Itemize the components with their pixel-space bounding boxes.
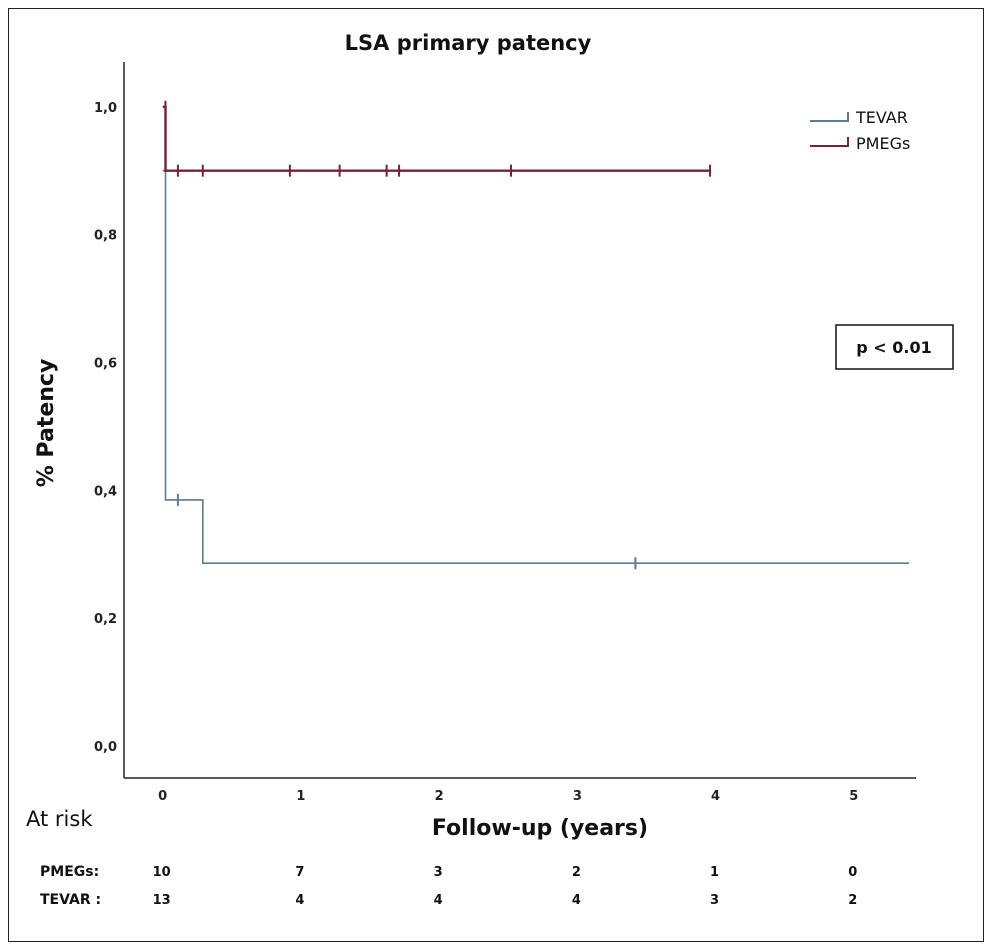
x-tick-label: 0	[158, 789, 167, 804]
y-tick-label: 0,2	[94, 612, 117, 627]
y-tick-label: 0,4	[94, 484, 117, 499]
x-tick-label: 1	[296, 789, 305, 804]
y-axis-label: % Patency	[34, 359, 59, 488]
at-risk-value: 4	[572, 893, 581, 908]
at-risk-value: 10	[153, 865, 171, 880]
at-risk-value: 2	[848, 893, 857, 908]
series-line-pmegs	[162, 105, 711, 172]
at-risk-value: 3	[434, 865, 443, 880]
at-risk-value: 2	[572, 865, 581, 880]
series-line-tevar	[162, 169, 910, 564]
axes	[123, 62, 916, 779]
x-tick-label: 2	[435, 789, 444, 804]
legend-swatch-pmegs	[810, 137, 849, 147]
at-risk-value: 0	[848, 865, 857, 880]
at-risk-row-label: PMEGs:	[40, 864, 99, 880]
at-risk-value: 4	[295, 893, 304, 908]
x-tick-labels: 0 1 2 3 4 5	[158, 789, 858, 804]
x-tick-label: 3	[573, 789, 582, 804]
x-tick-label: 4	[711, 789, 720, 804]
series-layer	[162, 100, 910, 570]
p-value-box: p < 0.01	[835, 324, 954, 370]
at-risk-value: 13	[153, 893, 171, 908]
p-value-box-border	[835, 324, 954, 370]
x-tick-label: 5	[849, 789, 858, 804]
legend-label-tevar: TEVAR	[855, 108, 908, 127]
y-tick-labels: 0,0 0,2 0,4 0,6 0,8 1,0	[94, 101, 117, 755]
p-value-text: p < 0.01	[856, 338, 931, 357]
y-tick-label: 1,0	[94, 101, 117, 116]
at-risk-row-label: TEVAR :	[40, 892, 101, 908]
at-risk-value: 1	[710, 865, 719, 880]
at-risk-value: 4	[434, 893, 443, 908]
x-axis-label: Follow-up (years)	[432, 816, 648, 841]
y-tick-label: 0,6	[94, 356, 117, 371]
y-tick-label: 0,0	[94, 740, 117, 755]
at-risk-heading: At risk	[26, 807, 93, 831]
legend-label-pmegs: PMEGs	[856, 134, 910, 153]
at-risk-value: 7	[295, 865, 304, 880]
figure-frame	[8, 8, 984, 942]
legend: TEVAR PMEGs	[810, 108, 910, 153]
at-risk-value: 3	[710, 893, 719, 908]
legend-swatch-tevar	[810, 112, 849, 122]
chart-title: LSA primary patency	[345, 31, 592, 55]
y-tick-label: 0,8	[94, 229, 117, 244]
